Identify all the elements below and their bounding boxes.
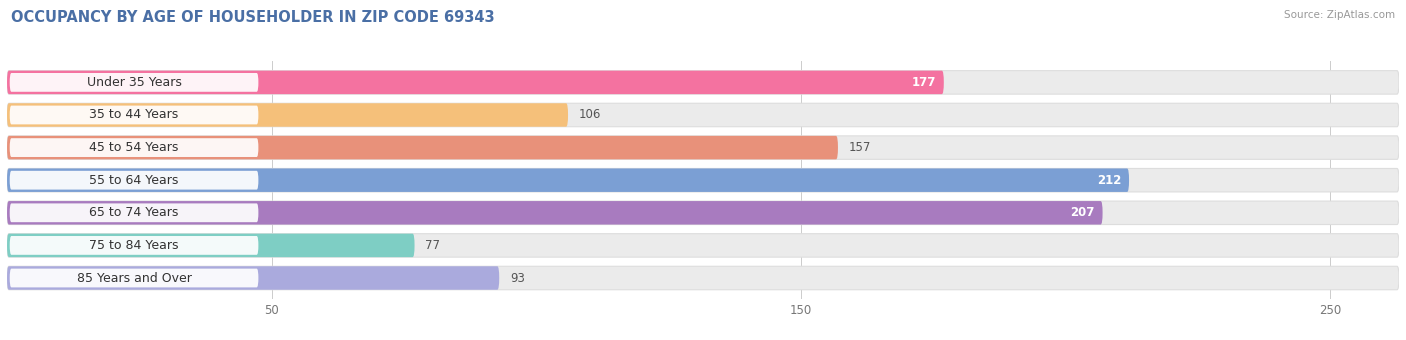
FancyBboxPatch shape [10, 171, 259, 190]
FancyBboxPatch shape [10, 73, 259, 92]
FancyBboxPatch shape [7, 234, 415, 257]
Text: 75 to 84 Years: 75 to 84 Years [90, 239, 179, 252]
FancyBboxPatch shape [7, 136, 1399, 159]
FancyBboxPatch shape [10, 106, 259, 124]
FancyBboxPatch shape [10, 138, 259, 157]
FancyBboxPatch shape [10, 269, 259, 287]
Text: 212: 212 [1097, 174, 1121, 187]
FancyBboxPatch shape [7, 168, 1399, 192]
FancyBboxPatch shape [7, 71, 1399, 94]
Text: 85 Years and Over: 85 Years and Over [76, 272, 191, 285]
FancyBboxPatch shape [7, 266, 499, 290]
Text: 106: 106 [579, 108, 600, 121]
Text: 45 to 54 Years: 45 to 54 Years [90, 141, 179, 154]
FancyBboxPatch shape [7, 234, 1399, 257]
Text: 157: 157 [849, 141, 870, 154]
Text: 65 to 74 Years: 65 to 74 Years [90, 206, 179, 219]
FancyBboxPatch shape [7, 266, 1399, 290]
Text: 177: 177 [911, 76, 936, 89]
FancyBboxPatch shape [10, 236, 259, 255]
FancyBboxPatch shape [10, 203, 259, 222]
FancyBboxPatch shape [7, 103, 1399, 127]
FancyBboxPatch shape [7, 201, 1102, 224]
Text: OCCUPANCY BY AGE OF HOUSEHOLDER IN ZIP CODE 69343: OCCUPANCY BY AGE OF HOUSEHOLDER IN ZIP C… [11, 10, 495, 25]
Text: 93: 93 [510, 272, 524, 285]
FancyBboxPatch shape [7, 71, 943, 94]
Text: 55 to 64 Years: 55 to 64 Years [90, 174, 179, 187]
FancyBboxPatch shape [7, 201, 1399, 224]
FancyBboxPatch shape [7, 103, 568, 127]
Text: 77: 77 [425, 239, 440, 252]
Text: 35 to 44 Years: 35 to 44 Years [90, 108, 179, 121]
Text: Source: ZipAtlas.com: Source: ZipAtlas.com [1284, 10, 1395, 20]
Text: 207: 207 [1070, 206, 1095, 219]
FancyBboxPatch shape [7, 136, 838, 159]
FancyBboxPatch shape [7, 168, 1129, 192]
Text: Under 35 Years: Under 35 Years [87, 76, 181, 89]
